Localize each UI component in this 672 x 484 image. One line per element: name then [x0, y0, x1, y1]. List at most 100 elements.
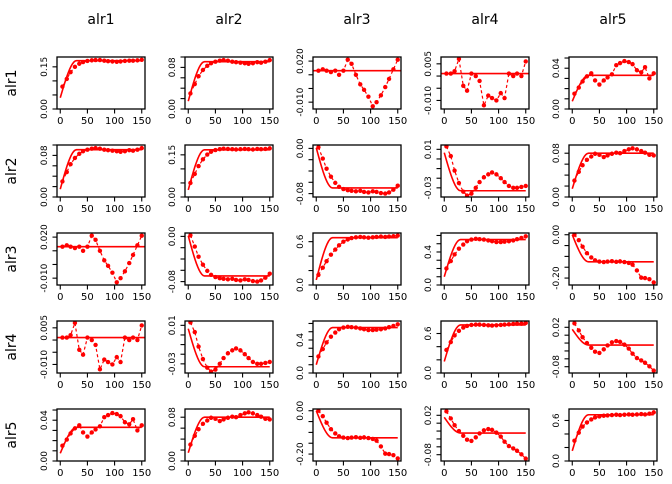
data-point — [473, 322, 478, 327]
data-point — [127, 337, 132, 343]
data-point — [105, 412, 111, 418]
data-point — [80, 430, 86, 435]
data-point — [345, 237, 350, 242]
data-point — [469, 438, 474, 444]
data-point — [444, 145, 449, 149]
data-point — [72, 155, 78, 161]
data-point — [105, 359, 111, 365]
data-point — [589, 345, 594, 350]
data-point — [336, 434, 342, 439]
data-point — [80, 248, 86, 253]
plot-box — [56, 232, 146, 286]
data-point — [258, 147, 264, 152]
y-tick-label: -0.03 — [424, 176, 434, 199]
data-point — [494, 239, 499, 245]
data-point — [114, 411, 119, 417]
data-point — [361, 327, 367, 332]
data-point — [523, 234, 528, 239]
y-tick-label: 0.00 — [296, 400, 306, 420]
data-point — [617, 339, 623, 345]
data-point — [494, 172, 499, 177]
data-point — [333, 180, 338, 186]
plot-box — [184, 232, 274, 286]
data-point — [639, 70, 644, 75]
data-point — [213, 274, 218, 280]
x-tick-label: 50 — [209, 292, 222, 303]
data-point — [60, 84, 65, 89]
data-point — [461, 433, 466, 438]
data-point — [246, 277, 251, 283]
data-point — [118, 413, 123, 419]
data-point — [523, 321, 528, 326]
data-point — [77, 61, 82, 66]
plot-box — [56, 320, 146, 374]
data-point — [584, 420, 590, 425]
row-title-alr4: alr4 — [4, 333, 20, 360]
data-point — [523, 183, 528, 189]
y-tick-label: 0.6 — [424, 326, 434, 341]
data-point — [68, 244, 73, 249]
data-point — [609, 412, 615, 418]
data-point — [651, 368, 656, 373]
data-point — [353, 189, 359, 194]
data-point — [614, 62, 619, 68]
data-point — [122, 269, 128, 274]
data-point — [572, 233, 577, 237]
data-point — [477, 236, 482, 242]
x-tick-label: 100 — [233, 468, 252, 479]
panel-data — [441, 57, 529, 108]
data-point — [230, 414, 235, 419]
data-point — [486, 238, 491, 243]
data-point — [489, 323, 495, 328]
data-point — [341, 325, 346, 330]
data-point — [634, 147, 640, 152]
data-point — [464, 88, 470, 93]
data-point — [642, 150, 648, 155]
data-point — [205, 268, 210, 274]
data-point — [386, 190, 392, 195]
x-tick-label: 0 — [569, 292, 575, 303]
x-tick-label: 150 — [260, 292, 279, 303]
panel-alr1-alr1: 0.00 0.15 0 50 100 150 — [40, 56, 151, 127]
plot-box — [312, 144, 402, 198]
y-tick-label: -0.20 — [296, 442, 306, 466]
data-point — [391, 323, 396, 329]
data-point — [333, 68, 338, 73]
x-tick-label: 0 — [313, 468, 319, 479]
data-point — [514, 236, 520, 242]
data-point — [258, 278, 264, 283]
x-tick-label: 0 — [57, 116, 63, 127]
model-line — [571, 234, 654, 263]
data-point — [597, 82, 602, 87]
data-point — [601, 154, 606, 160]
x-tick-label: 100 — [233, 380, 252, 391]
data-point — [617, 60, 623, 66]
data-point — [502, 179, 507, 185]
data-point — [395, 233, 400, 238]
data-point — [349, 235, 354, 241]
x-tick-label: 50 — [465, 292, 478, 303]
data-point — [127, 58, 132, 63]
plot-box — [56, 56, 146, 110]
data-point — [333, 431, 338, 436]
panel-data — [59, 57, 144, 98]
data-point — [589, 71, 594, 76]
data-point — [324, 258, 329, 264]
data-point — [386, 234, 392, 239]
panel-data — [57, 321, 145, 372]
data-point — [383, 84, 388, 90]
data-point — [196, 163, 201, 169]
data-point — [233, 147, 239, 152]
data-point — [97, 424, 103, 429]
data-point — [642, 64, 648, 70]
panel-alr3-alr2: -0.08 0.00 0 50 100 150 — [168, 226, 279, 303]
data-point — [196, 427, 201, 432]
data-point — [614, 150, 619, 155]
panel-data — [315, 322, 400, 365]
panel-alr5-alr1: 0.00 0.04 0 50 100 150 — [40, 408, 151, 479]
data-point — [378, 190, 384, 196]
data-point — [502, 239, 507, 244]
data-point — [225, 351, 231, 356]
data-point — [341, 435, 346, 440]
data-point — [242, 411, 247, 416]
